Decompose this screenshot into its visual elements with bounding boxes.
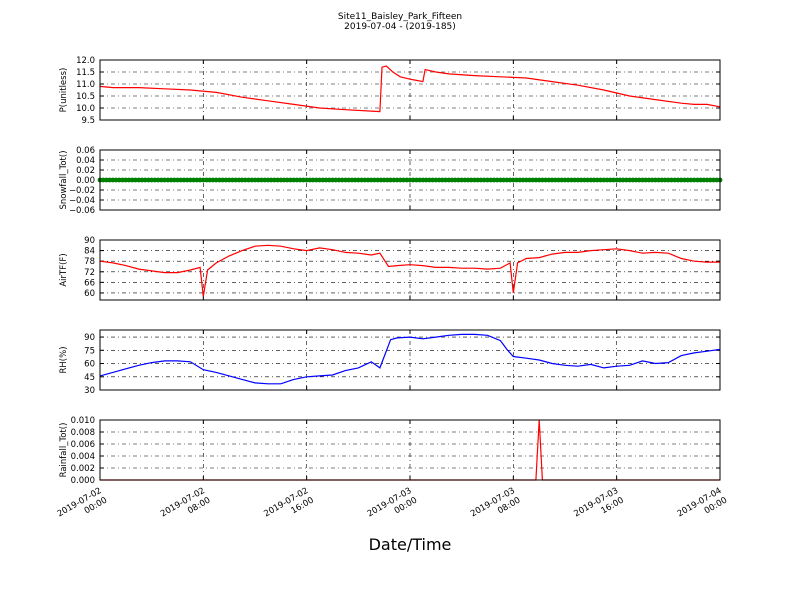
y-tick-label: −0.04 (69, 196, 95, 206)
panel-4: 0.000 0.002 0.004 0.006 0.008 0.010Rainfall_T… (59, 416, 721, 486)
y-tick-label: 0.000 (71, 476, 95, 486)
y-tick-label: 0.00 (76, 176, 95, 186)
y-tick-label: 60 (84, 289, 95, 299)
y-tick-label: 78 (84, 257, 95, 267)
y-tick-label: 0.002 (71, 464, 95, 474)
y-tick-label: 66 (84, 278, 95, 288)
y-axis-label: Snowfall_Tot() (59, 150, 69, 209)
axes-frame (99, 329, 721, 391)
scatter-series (97, 177, 723, 183)
y-axis-label: Rainfall_Tot() (59, 423, 69, 478)
y-tick-label: 0.008 (71, 428, 95, 438)
y-tick-label: 0.04 (76, 156, 95, 166)
y-tick-label: 45 (84, 373, 95, 383)
y-axis-label: RH(%) (59, 346, 69, 373)
y-tick-label: 90 (84, 333, 95, 343)
y-axis-label: P(unitless) (59, 68, 69, 113)
y-tick-label: 30 (84, 386, 95, 396)
y-tick-label: 60 (84, 360, 95, 370)
panels: 9.510.010.511.011.512.0P(unitless)−0.06−… (59, 56, 723, 486)
axes-frame (99, 239, 721, 301)
y-axis-label: AirTF(F) (59, 253, 69, 286)
y-tick-label: 0.004 (71, 452, 95, 462)
y-tick-label: 11.5 (76, 68, 95, 78)
y-tick-label: −0.02 (69, 186, 95, 196)
y-tick-label: 90 (84, 236, 95, 246)
y-tick-label: 9.5 (81, 116, 95, 126)
series-line (99, 333, 721, 385)
axes-frame (99, 59, 721, 121)
series-line (99, 65, 721, 113)
y-tick-label: 10.5 (76, 92, 95, 102)
y-tick-label: 0.010 (71, 416, 95, 426)
axes-frame (99, 149, 721, 211)
series-line (99, 244, 720, 297)
y-tick-label: 75 (84, 346, 95, 356)
y-tick-label: 12.0 (76, 56, 95, 66)
y-tick-label: −0.06 (69, 206, 95, 216)
axes-frame (99, 419, 721, 481)
y-tick-label: 72 (84, 268, 95, 278)
y-tick-label: 11.0 (76, 80, 95, 90)
panel-0: 9.5 10.0 10.5 11.0 11.5 12.0 P(unitless) (59, 56, 721, 126)
panel-1: −0.06−0.04−0.020.000.020.040.06 Snowfall_… (59, 146, 723, 216)
y-tick-label: 0.02 (76, 166, 95, 176)
chart-title: Site11_Baisley_Park_Fifteen (338, 12, 462, 22)
y-tick-label: 0.06 (76, 146, 95, 156)
y-tick-label: 0.006 (71, 440, 95, 450)
panel-3: 30 45 60 75 90 RH(%) (59, 329, 721, 396)
y-tick-label: 10.0 (76, 104, 95, 114)
y-tick-label: 84 (84, 247, 95, 257)
x-axis-label: Date/Time (369, 535, 452, 554)
chart-subtitle: 2019-07-04 - (2019-185) (344, 22, 456, 32)
